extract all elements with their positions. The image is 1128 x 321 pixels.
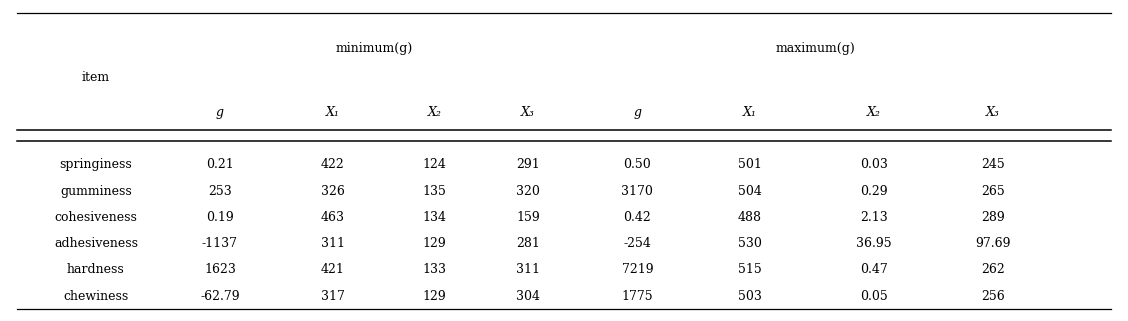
Text: 281: 281	[515, 237, 540, 250]
Text: 245: 245	[980, 158, 1005, 171]
Text: 0.05: 0.05	[861, 290, 888, 303]
Text: 97.69: 97.69	[975, 237, 1011, 250]
Text: -1137: -1137	[202, 237, 238, 250]
Text: X₁: X₁	[743, 106, 757, 119]
Text: gumminess: gumminess	[60, 185, 132, 198]
Text: chewiness: chewiness	[63, 290, 129, 303]
Text: 530: 530	[738, 237, 763, 250]
Text: 501: 501	[738, 158, 763, 171]
Text: 326: 326	[320, 185, 345, 198]
Text: 0.47: 0.47	[861, 264, 888, 276]
Text: 265: 265	[980, 185, 1005, 198]
Text: X₃: X₃	[521, 106, 535, 119]
Text: 1775: 1775	[622, 290, 653, 303]
Text: 488: 488	[738, 211, 763, 224]
Text: 2.13: 2.13	[861, 211, 888, 224]
Text: 311: 311	[515, 264, 540, 276]
Text: 1623: 1623	[204, 264, 236, 276]
Text: 253: 253	[208, 185, 232, 198]
Text: 129: 129	[422, 290, 447, 303]
Text: 0.29: 0.29	[861, 185, 888, 198]
Text: 0.03: 0.03	[861, 158, 888, 171]
Text: 320: 320	[515, 185, 540, 198]
Text: adhesiveness: adhesiveness	[54, 237, 138, 250]
Text: X₂: X₂	[428, 106, 441, 119]
Text: 304: 304	[515, 290, 540, 303]
Text: X₃: X₃	[986, 106, 999, 119]
Text: 133: 133	[422, 264, 447, 276]
Text: X₂: X₂	[867, 106, 881, 119]
Text: 0.21: 0.21	[206, 158, 233, 171]
Text: cohesiveness: cohesiveness	[54, 211, 138, 224]
Text: 311: 311	[320, 237, 345, 250]
Text: g: g	[215, 106, 224, 119]
Text: 291: 291	[515, 158, 540, 171]
Text: 422: 422	[320, 158, 345, 171]
Text: -254: -254	[624, 237, 651, 250]
Text: -62.79: -62.79	[200, 290, 240, 303]
Text: item: item	[82, 71, 109, 84]
Text: 124: 124	[422, 158, 447, 171]
Text: 0.19: 0.19	[206, 211, 233, 224]
Text: minimum(g): minimum(g)	[335, 42, 413, 55]
Text: 504: 504	[738, 185, 763, 198]
Text: g: g	[633, 106, 642, 119]
Text: 262: 262	[980, 264, 1005, 276]
Text: 3170: 3170	[622, 185, 653, 198]
Text: 503: 503	[738, 290, 763, 303]
Text: maximum(g): maximum(g)	[775, 42, 855, 55]
Text: 36.95: 36.95	[856, 237, 892, 250]
Text: 0.42: 0.42	[624, 211, 651, 224]
Text: springiness: springiness	[60, 158, 132, 171]
Text: 317: 317	[320, 290, 345, 303]
Text: 463: 463	[320, 211, 345, 224]
Text: 289: 289	[980, 211, 1005, 224]
Text: 159: 159	[515, 211, 540, 224]
Text: 421: 421	[320, 264, 345, 276]
Text: 129: 129	[422, 237, 447, 250]
Text: hardness: hardness	[67, 264, 125, 276]
Text: 7219: 7219	[622, 264, 653, 276]
Text: 515: 515	[738, 264, 763, 276]
Text: 134: 134	[422, 211, 447, 224]
Text: 0.50: 0.50	[624, 158, 651, 171]
Text: 135: 135	[422, 185, 447, 198]
Text: 256: 256	[980, 290, 1005, 303]
Text: X₁: X₁	[326, 106, 340, 119]
